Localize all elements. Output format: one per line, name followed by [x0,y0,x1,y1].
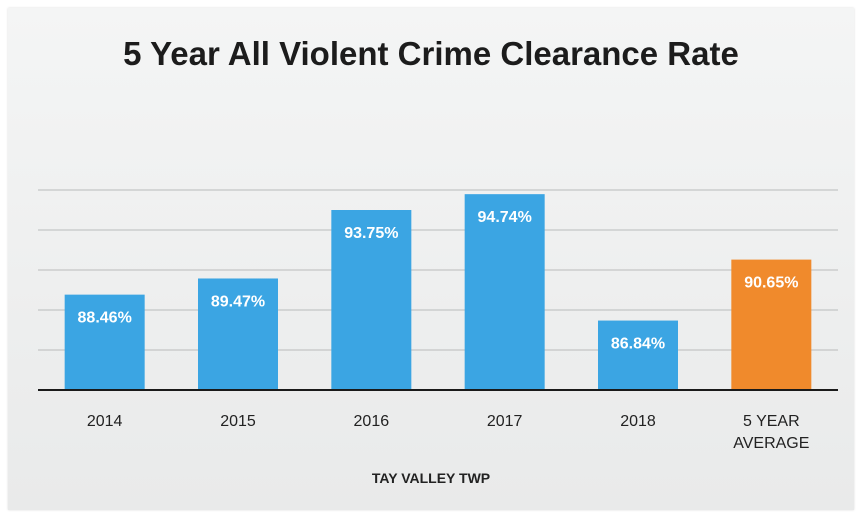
data-label: 90.65% [744,275,798,292]
bar-2017 [464,194,545,390]
data-label: 88.46% [78,310,132,327]
x-tick-label: 2017 [487,413,523,430]
chart-title: 5 Year All Violent Crime Clearance Rate [123,35,739,72]
x-tick-label: 2014 [87,413,123,430]
bar-2016 [331,210,412,390]
bar-5-year-average [731,259,812,390]
x-tick-label: 2018 [620,413,656,430]
data-label: 86.84% [611,336,665,353]
bar-2015 [198,278,278,390]
x-axis-label: TAY VALLEY TWP [371,470,491,486]
x-tick-label: 2015 [220,413,256,430]
data-label: 89.47% [211,293,265,310]
bar-2018 [598,320,678,390]
x-tick-label: AVERAGE [733,435,809,452]
x-tick-label: 5 YEAR [743,413,800,430]
x-tick-label: 2016 [354,413,390,430]
data-label: 94.74% [478,209,532,226]
data-label: 93.75% [344,225,398,242]
bar-2014 [64,294,145,390]
chart-panel [8,8,854,510]
